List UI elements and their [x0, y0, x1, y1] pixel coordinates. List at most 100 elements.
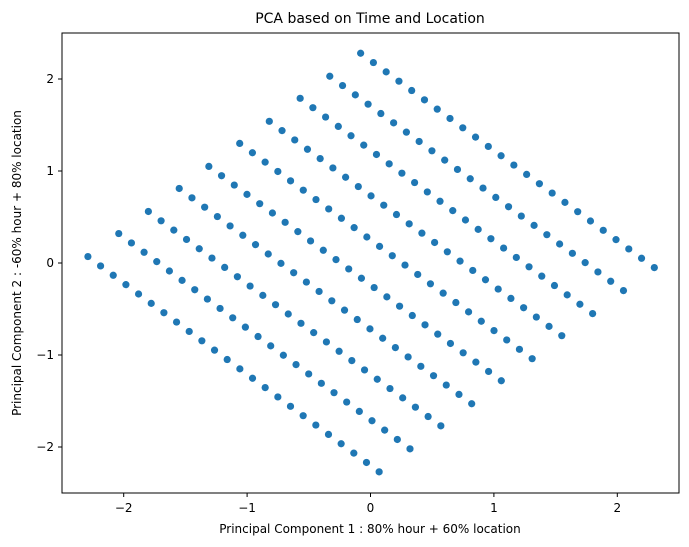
- data-point: [424, 412, 432, 421]
- data-point: [236, 365, 244, 373]
- data-point: [515, 345, 524, 353]
- data-point: [302, 278, 310, 286]
- chart-title: PCA based on Time and Location: [255, 11, 485, 27]
- data-point: [558, 332, 566, 340]
- data-point: [329, 164, 337, 172]
- data-point: [503, 336, 511, 344]
- data-point: [188, 194, 196, 202]
- data-point: [395, 77, 403, 85]
- data-point: [144, 207, 152, 216]
- data-point: [343, 398, 351, 406]
- data-point: [500, 244, 508, 252]
- data-point: [122, 281, 130, 289]
- data-point: [246, 282, 254, 290]
- data-point: [377, 109, 385, 118]
- data-point: [243, 190, 251, 198]
- data-point: [411, 178, 419, 187]
- data-point: [241, 323, 249, 331]
- data-point: [421, 321, 429, 329]
- data-point: [297, 319, 305, 327]
- data-point: [563, 291, 571, 299]
- x-tick-label: 0: [367, 501, 375, 515]
- data-point: [375, 468, 383, 476]
- y-axis-label: Principal Component 2 : -60% hour + 80% …: [10, 110, 24, 416]
- data-point: [291, 136, 299, 144]
- data-point: [468, 400, 476, 408]
- data-point: [372, 150, 381, 159]
- data-point: [195, 245, 203, 253]
- data-point: [274, 167, 282, 176]
- data-point: [548, 189, 556, 197]
- data-point: [286, 177, 295, 185]
- y-axis-ticks: −2 −1 0 1 2: [36, 72, 62, 454]
- data-point: [581, 259, 589, 267]
- data-point: [545, 322, 553, 330]
- data-point: [351, 91, 359, 99]
- data-point: [382, 68, 390, 76]
- data-point: [520, 304, 528, 312]
- data-point: [408, 86, 416, 95]
- data-point: [360, 141, 368, 149]
- data-point: [353, 315, 361, 324]
- data-point: [324, 430, 333, 438]
- data-point: [306, 237, 315, 245]
- data-point: [370, 283, 378, 292]
- data-point: [309, 104, 317, 112]
- data-point: [431, 238, 439, 247]
- data-point: [198, 337, 206, 345]
- data-point: [157, 217, 165, 225]
- y-tick-label: 1: [46, 164, 54, 178]
- data-point: [456, 257, 464, 265]
- data-point: [481, 276, 490, 284]
- data-point: [619, 287, 628, 295]
- data-point: [538, 272, 546, 280]
- data-point: [294, 228, 302, 236]
- data-point: [328, 297, 336, 305]
- data-point: [594, 268, 602, 276]
- data-point: [471, 133, 480, 141]
- data-point: [556, 240, 564, 248]
- data-point: [426, 280, 435, 288]
- data-point: [408, 311, 416, 320]
- data-point: [415, 137, 423, 146]
- data-point: [350, 224, 358, 232]
- data-point: [381, 426, 389, 434]
- data-point: [404, 353, 412, 361]
- data-point: [388, 252, 396, 260]
- data-point: [160, 309, 168, 317]
- data-point: [326, 72, 334, 80]
- data-point: [210, 346, 219, 354]
- data-point: [178, 276, 186, 284]
- data-point: [271, 301, 280, 309]
- data-point: [347, 132, 355, 140]
- data-point: [345, 265, 353, 273]
- data-point: [299, 186, 307, 194]
- data-point: [236, 139, 244, 147]
- data-point: [221, 263, 229, 271]
- data-point: [330, 389, 338, 397]
- data-point: [259, 291, 267, 299]
- data-point: [414, 270, 422, 279]
- data-point: [357, 49, 365, 57]
- data-point: [332, 256, 340, 264]
- data-point: [268, 209, 277, 217]
- data-point: [472, 358, 480, 366]
- data-point: [153, 258, 161, 266]
- data-point: [233, 273, 241, 281]
- data-point: [115, 229, 123, 238]
- data-point: [405, 220, 413, 228]
- data-point: [550, 281, 559, 290]
- data-point: [525, 263, 533, 271]
- data-point: [203, 295, 211, 303]
- data-point: [367, 192, 375, 200]
- data-point: [182, 235, 191, 244]
- data-point: [523, 170, 531, 178]
- data-point: [338, 81, 347, 90]
- data-point: [208, 254, 216, 262]
- data-point: [423, 188, 431, 196]
- data-point: [281, 218, 289, 226]
- data-point: [226, 222, 234, 230]
- data-point: [373, 375, 381, 383]
- data-point: [216, 304, 224, 313]
